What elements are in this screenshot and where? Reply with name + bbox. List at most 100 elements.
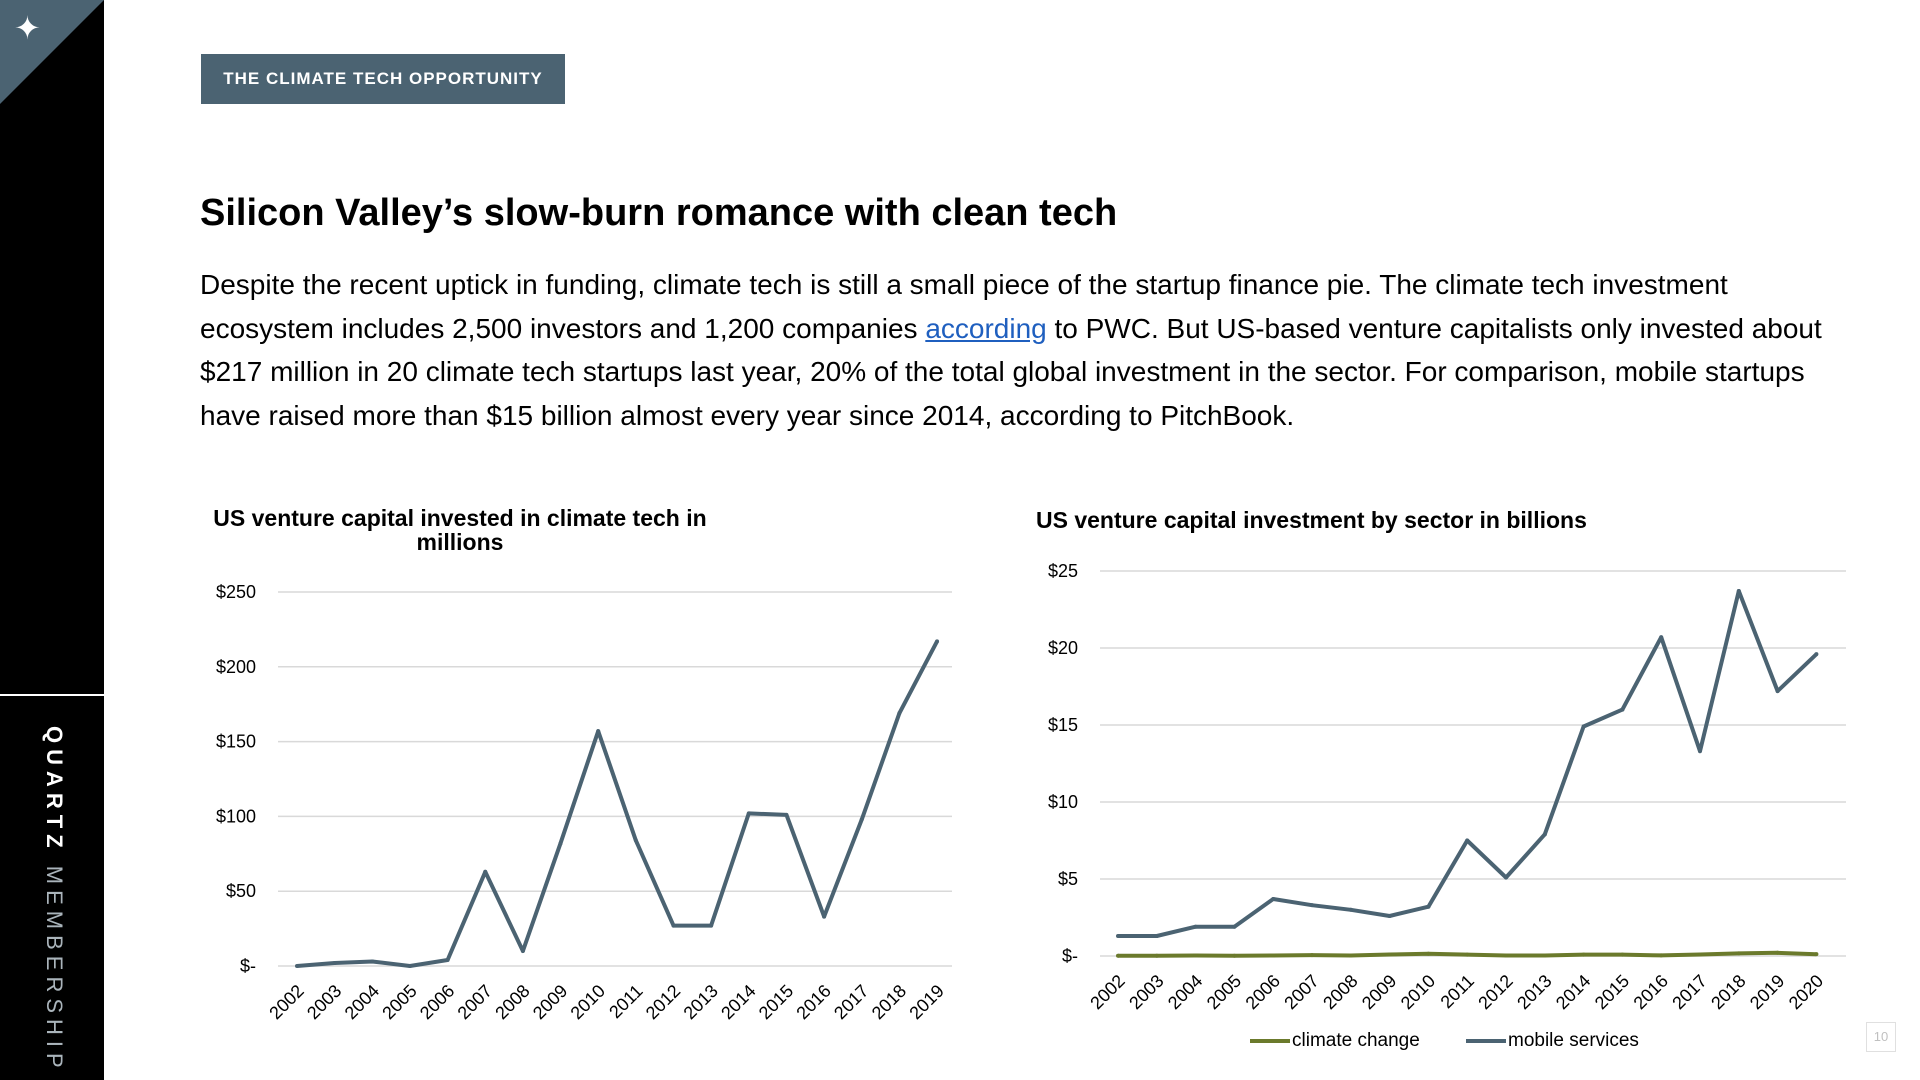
chart1-point [709, 923, 714, 928]
chart1-ytick-label: $- [240, 956, 256, 976]
chart1-xtick-label: 2017 [830, 981, 872, 1023]
chart1-xtick-label: 2005 [378, 981, 420, 1023]
chart2-xtick-label: 2008 [1319, 971, 1361, 1013]
chart1-xtick-label: 2018 [868, 981, 910, 1023]
chart1-point [784, 812, 789, 817]
corner-accent [0, 0, 104, 104]
chart2-point [1426, 951, 1431, 956]
chart2-point [1387, 952, 1392, 957]
chart2-xtick-label: 2005 [1203, 971, 1245, 1013]
chart2-point [1348, 907, 1353, 912]
body-paragraph: Despite the recent uptick in funding, cl… [200, 263, 1850, 437]
chart1-xtick-label: 2002 [265, 981, 307, 1023]
chart2-point [1116, 953, 1120, 958]
chart2-xtick-label: 2017 [1668, 971, 1710, 1013]
legend-swatch-climate-change [1250, 1038, 1290, 1043]
chart2-point [1814, 952, 1819, 957]
chart1-xtick-label: 2013 [680, 981, 722, 1023]
sidebar: ✦ QUARTZ MEMBERSHIP [0, 0, 104, 1080]
chart2-point [1116, 933, 1120, 938]
chart1-point [332, 961, 337, 966]
chart2-point [1154, 933, 1159, 938]
chart1-xtick-label: 2007 [454, 981, 496, 1023]
body-text-part1: Despite the recent uptick in funding, cl… [200, 269, 1728, 344]
chart2-ytick-label: $10 [1048, 792, 1078, 812]
chart2-point [1620, 707, 1625, 712]
chart1-ytick-label: $250 [216, 582, 256, 602]
according-link[interactable]: according [925, 312, 1047, 344]
chart2-xtick-label: 2013 [1513, 971, 1555, 1013]
chart1-xtick-label: 2011 [605, 981, 647, 1023]
chart2-point [1775, 950, 1780, 955]
chart2-point [1542, 953, 1547, 958]
legend-item-mobile-services: mobile services [1466, 1028, 1639, 1054]
chart1-point [445, 958, 450, 963]
sidebar-divider [0, 694, 104, 696]
chart1-ytick-label: $100 [216, 806, 256, 826]
chart2-xtick-label: 2009 [1358, 971, 1400, 1013]
chart2-point [1542, 832, 1547, 837]
chart2-xtick-label: 2014 [1552, 971, 1594, 1013]
chart2-point [1814, 652, 1819, 657]
chart2-point [1154, 953, 1159, 958]
chart2-point [1465, 838, 1470, 843]
chart2-point [1659, 953, 1664, 958]
chart2-point [1271, 953, 1276, 958]
chart2-xtick-label: 2015 [1591, 971, 1633, 1013]
chart1-point [520, 949, 525, 954]
chart2-point [1504, 953, 1508, 958]
chart2-point [1698, 749, 1702, 754]
chart1-point [295, 964, 299, 968]
chart2-xtick-label: 2018 [1707, 971, 1749, 1013]
chart1-xtick-label: 2019 [905, 981, 947, 1023]
legend-label-mobile-services: mobile services [1508, 1030, 1639, 1051]
chart2-point [1736, 951, 1741, 956]
chart1-point [746, 811, 751, 816]
chart2-point [1310, 953, 1314, 958]
chart2-xtick-label: 2019 [1746, 971, 1788, 1013]
chart1-ytick-label: $150 [216, 732, 256, 752]
chart2-point [1775, 689, 1780, 694]
chart2-point [1465, 952, 1470, 957]
chart1-point [407, 964, 412, 968]
star-icon[interactable]: ✦ [14, 9, 41, 47]
chart2-ytick-label: $15 [1048, 715, 1078, 735]
chart2-point [1581, 952, 1586, 957]
chart1-point [596, 729, 601, 734]
chart2-xtick-label: 2006 [1242, 971, 1284, 1013]
chart1-xtick-label: 2014 [717, 981, 759, 1023]
chart2-point [1232, 924, 1237, 929]
chart1-point [370, 959, 375, 964]
chart2-xtick-label: 2003 [1125, 971, 1167, 1013]
chart2-xtick-label: 2002 [1086, 971, 1128, 1013]
chart1-xtick-label: 2003 [303, 981, 345, 1023]
chart1-xtick-label: 2016 [792, 981, 834, 1023]
chart1-ytick-label: $200 [216, 657, 256, 677]
chart2-ytick-label: $5 [1058, 869, 1078, 889]
chart1-xtick-label: 2008 [491, 981, 533, 1023]
legend-label-climate-change: climate change [1292, 1030, 1420, 1051]
chart1-point [558, 841, 563, 846]
chart2-point [1620, 952, 1625, 957]
chart1-title: US venture capital invested in climate t… [213, 505, 707, 555]
chart2-point [1426, 904, 1431, 909]
chart2-xtick-label: 2004 [1164, 971, 1206, 1013]
chart2-ytick-label: $- [1062, 946, 1078, 966]
chart1-point [897, 711, 902, 716]
chart2-xtick-label: 2010 [1397, 971, 1439, 1013]
chart2-point [1348, 953, 1353, 958]
chart2-point [1659, 635, 1664, 640]
chart2-point [1271, 897, 1276, 902]
page-title: Silicon Valley’s slow-burn romance with … [200, 192, 1118, 234]
chart1-point [935, 639, 940, 644]
chart1-point [633, 838, 638, 843]
chart1-point [483, 869, 488, 874]
chart2-point [1193, 924, 1198, 929]
chart1-point [859, 817, 864, 822]
chart2-line-mobile-services [1118, 589, 1818, 938]
chart2-point [1193, 953, 1198, 958]
section-tag: THE CLIMATE TECH OPPORTUNITY [201, 54, 565, 104]
chart1-xtick-label: 2012 [642, 981, 684, 1023]
chart2-ytick-label: $20 [1048, 638, 1078, 658]
